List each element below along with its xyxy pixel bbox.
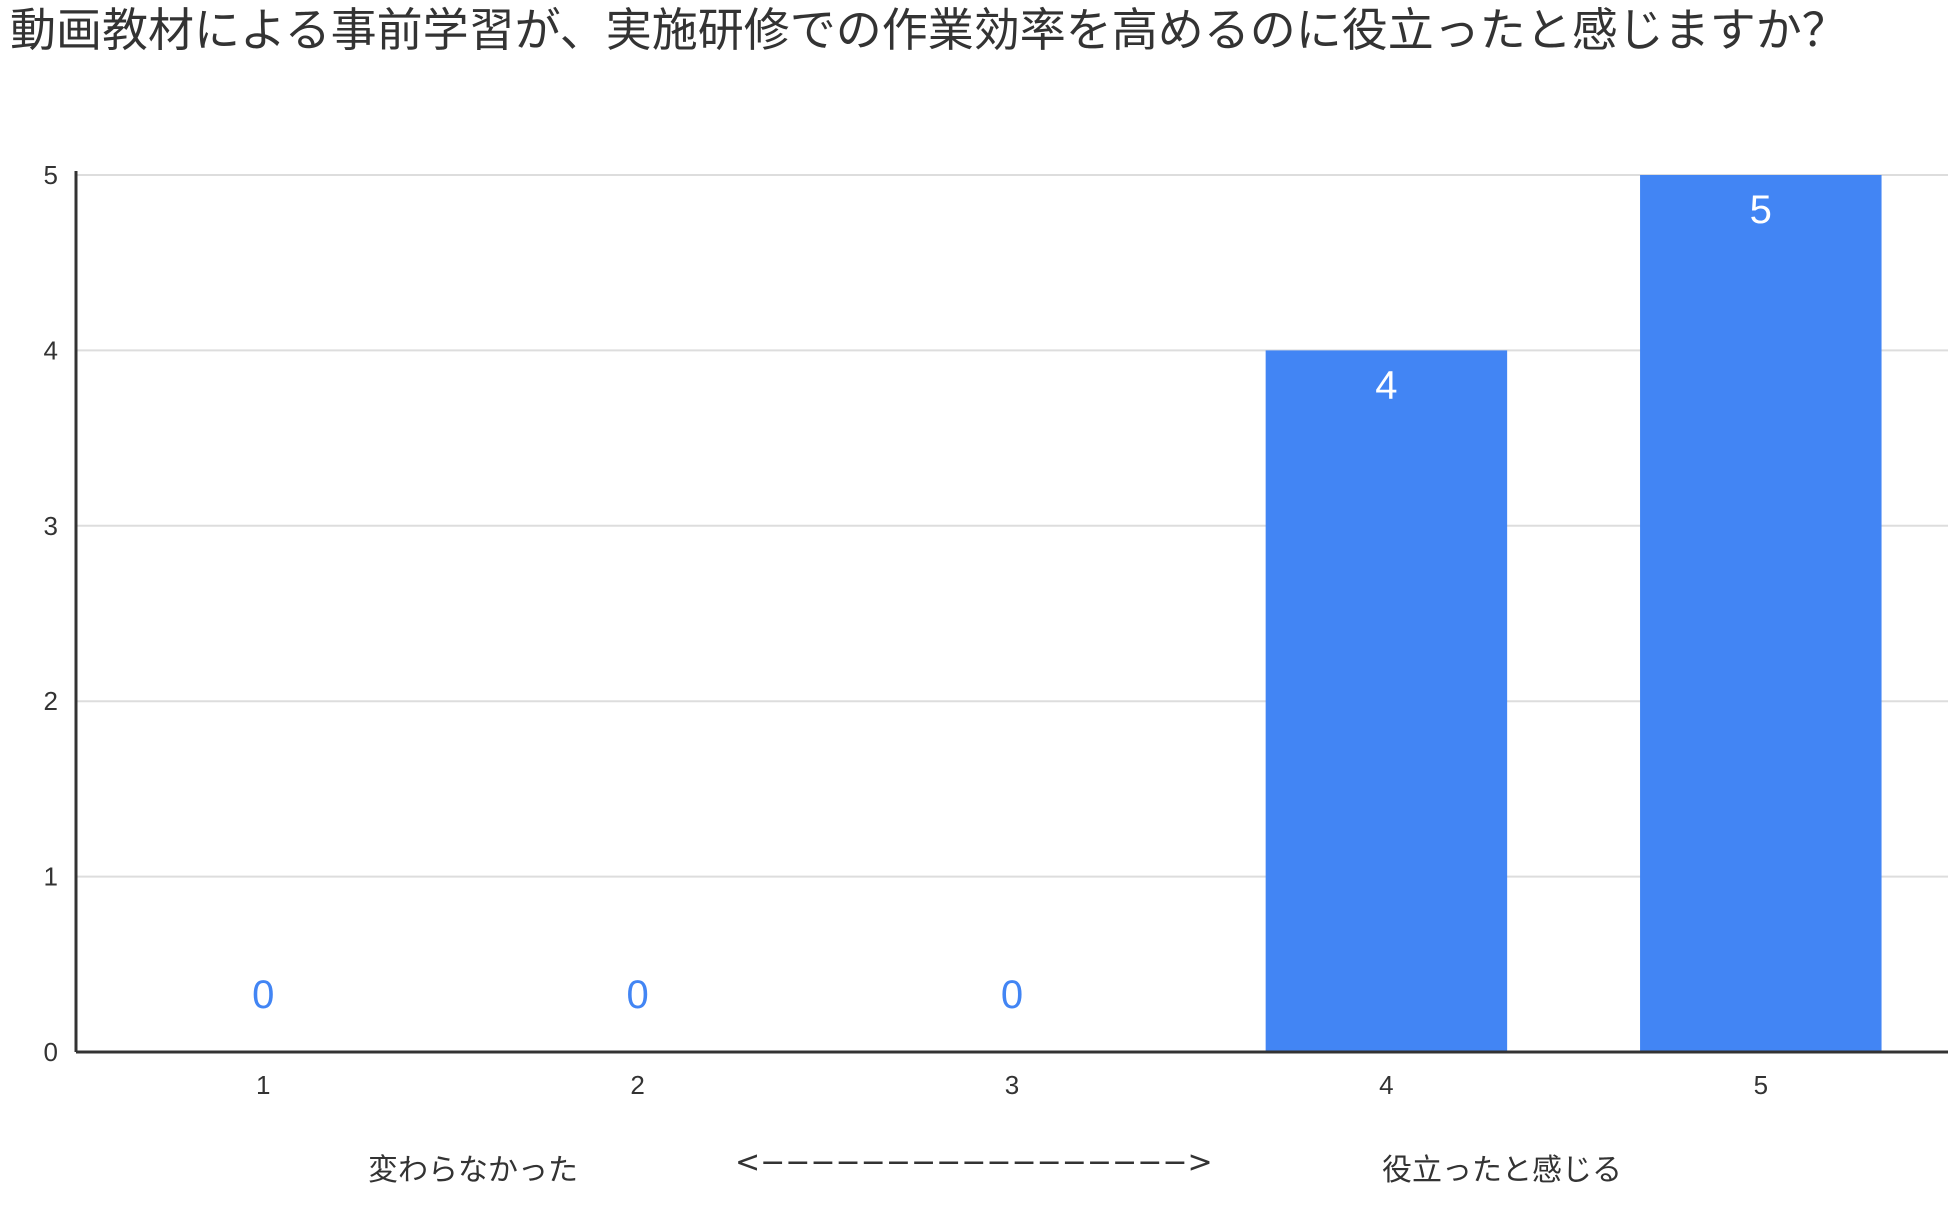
x-tick-label: 4 <box>1379 1070 1393 1100</box>
x-axis-ticks: 1 2 3 4 5 <box>256 1070 1768 1100</box>
scale-label-high: 役立ったと感じる <box>1382 1153 1622 1188</box>
y-tick-label: 5 <box>44 160 58 190</box>
data-label: 0 <box>626 973 648 1017</box>
y-tick-label: 0 <box>44 1037 58 1067</box>
y-tick-label: 3 <box>44 511 58 541</box>
data-label: 0 <box>1001 973 1023 1017</box>
bars <box>1265 175 1882 1052</box>
bar-chart: 0 0 0 4 5 0 1 2 3 4 5 1 2 3 4 5 <box>44 160 1948 1100</box>
x-tick-label: 1 <box>256 1070 270 1100</box>
data-label: 5 <box>1750 188 1772 232</box>
scale-label-low: 変わらなかった <box>368 1153 578 1188</box>
x-tick-label: 2 <box>630 1070 644 1100</box>
scale-arrow: <−−−−−−−−−−−−−−−−−> <box>735 1145 1213 1180</box>
axes <box>74 171 1948 1054</box>
data-labels: 0 0 0 4 5 <box>252 188 1772 1017</box>
chart-title: 動画教材による事前学習が、実施研修での作業効率を高めるのに役立ったと感じますか？ <box>10 3 1848 57</box>
bar <box>1640 175 1882 1052</box>
y-tick-label: 1 <box>44 862 58 892</box>
data-label: 4 <box>1375 363 1397 407</box>
y-axis-ticks: 0 1 2 3 4 5 <box>44 160 58 1067</box>
data-label: 0 <box>252 973 274 1017</box>
gridlines <box>76 174 1948 878</box>
y-tick-label: 2 <box>44 686 58 716</box>
y-tick-label: 4 <box>44 335 58 365</box>
bar <box>1265 350 1508 1052</box>
x-tick-label: 5 <box>1754 1070 1768 1100</box>
x-tick-label: 3 <box>1005 1070 1019 1100</box>
